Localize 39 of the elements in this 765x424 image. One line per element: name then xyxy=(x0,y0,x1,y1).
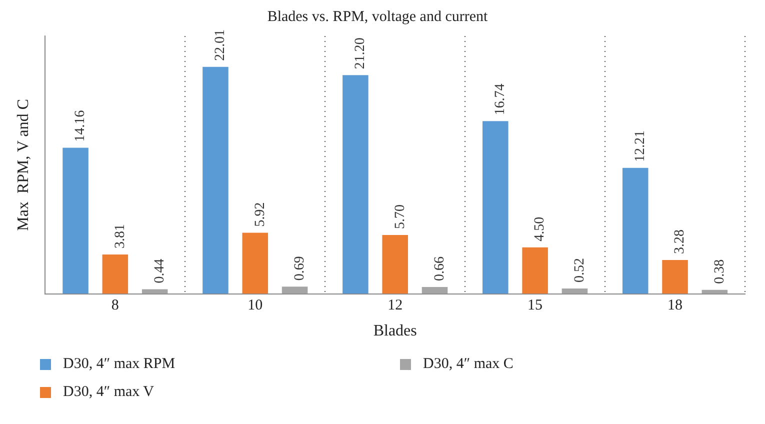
x-tick-label: 18 xyxy=(668,298,683,314)
bar xyxy=(522,247,548,294)
bar xyxy=(562,288,588,294)
data-label: 12.21 xyxy=(633,130,648,162)
data-label: 0.66 xyxy=(432,256,448,281)
bar xyxy=(342,75,368,294)
data-label: 0.69 xyxy=(292,256,308,281)
bar xyxy=(282,286,308,294)
data-label: 21.20 xyxy=(353,38,368,70)
bar xyxy=(62,148,88,294)
legend-label: D30, 4″ max V xyxy=(63,384,154,400)
data-label: 3.28 xyxy=(672,229,688,254)
x-tick-label: 10 xyxy=(248,298,263,314)
bar xyxy=(422,286,448,294)
data-label: 16.74 xyxy=(493,84,508,116)
data-label: 22.01 xyxy=(213,29,228,61)
bar xyxy=(622,168,648,294)
legend-label: D30, 4″ max RPM xyxy=(63,356,176,372)
x-tick-label: 8 xyxy=(111,298,119,314)
data-label: 5.92 xyxy=(252,202,268,227)
data-label: 0.38 xyxy=(712,259,728,284)
x-axis-title: Blades xyxy=(373,322,417,340)
bar xyxy=(382,235,408,294)
chart-title: Blades vs. RPM, voltage and current xyxy=(267,8,489,25)
data-label: 3.81 xyxy=(112,224,128,249)
bar xyxy=(202,66,228,294)
bar xyxy=(102,254,128,294)
x-tick-label: 15 xyxy=(528,298,543,314)
y-axis-title: Max RPM, V and C xyxy=(14,98,32,231)
data-label: 0.52 xyxy=(572,258,588,282)
data-label: 0.44 xyxy=(152,258,168,284)
x-tick-label: 12 xyxy=(388,298,403,314)
data-label: 4.50 xyxy=(532,216,548,242)
bar xyxy=(662,260,688,294)
bar xyxy=(242,232,268,294)
data-label: 14.16 xyxy=(73,110,88,142)
data-label: 5.70 xyxy=(392,204,408,230)
legend-label: D30, 4″ max C xyxy=(423,356,514,372)
bar xyxy=(482,121,508,294)
